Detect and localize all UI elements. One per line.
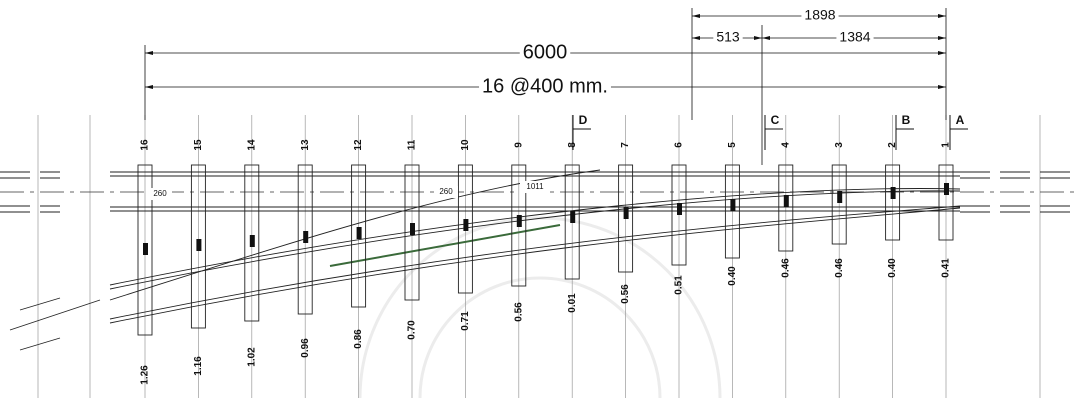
rail-stub <box>20 298 60 310</box>
fastening <box>357 227 362 239</box>
sleeper-number: 6 <box>674 142 685 148</box>
rail-stub <box>10 300 100 330</box>
offset-value: 0.70 <box>407 320 418 340</box>
sleeper-number: 16 <box>140 139 151 151</box>
sleeper-number: 12 <box>353 139 364 151</box>
offset-value: 0.40 <box>727 266 738 286</box>
offset-value: 0.86 <box>353 329 364 349</box>
offset-value: 0.56 <box>513 302 524 322</box>
offset-value: 0.51 <box>674 275 685 295</box>
fastening <box>143 243 148 255</box>
section-label: C <box>771 113 780 127</box>
sleeper-number: 3 <box>834 142 845 148</box>
note-label: 260 <box>153 189 167 198</box>
dimension-label: 1898 <box>804 7 835 23</box>
sleeper-number: 4 <box>780 142 791 148</box>
sleeper-number: 15 <box>193 139 204 151</box>
fastening <box>250 235 255 247</box>
dimension-label: 1384 <box>839 29 870 45</box>
dimension-label: 6000 <box>523 41 568 63</box>
fastening <box>624 207 629 219</box>
fastening <box>410 223 415 235</box>
turnout-drawing: 18985131384600016 @400 mm.DCBA161.26151.… <box>0 0 1080 398</box>
section-label: D <box>579 113 588 127</box>
fastening <box>196 239 201 251</box>
offset-value: 0.41 <box>941 258 952 278</box>
offset-value: 0.71 <box>460 311 471 331</box>
section-label: A <box>956 113 965 127</box>
fastening <box>570 211 575 223</box>
offset-value: 0.56 <box>620 284 631 304</box>
offset-value: 1.16 <box>193 356 204 376</box>
sleeper-number: 13 <box>300 139 311 151</box>
watermark <box>360 218 720 398</box>
offset-value: 0.96 <box>300 338 311 358</box>
sleeper-number: 10 <box>460 139 471 151</box>
sleeper-number: 2 <box>887 142 898 148</box>
sleeper-number: 9 <box>513 142 524 148</box>
note-label: 260 <box>439 187 453 196</box>
fastening <box>784 195 789 207</box>
fastening <box>837 191 842 203</box>
fastening <box>891 187 896 199</box>
offset-value: 0.01 <box>567 293 578 313</box>
sleeper-number: 11 <box>407 139 418 150</box>
offset-value: 0.46 <box>780 258 791 278</box>
offset-value: 1.26 <box>140 365 151 385</box>
fastening <box>730 199 735 211</box>
dimension-label: 513 <box>716 29 740 45</box>
offset-value: 1.02 <box>246 347 257 367</box>
offset-value: 0.40 <box>887 258 898 278</box>
sleeper-number: 7 <box>620 142 631 148</box>
note-label: 1011 <box>526 182 544 191</box>
sleeper-number: 8 <box>567 142 578 148</box>
fastening <box>677 203 682 215</box>
fastening <box>303 231 308 243</box>
section-label: B <box>902 113 911 127</box>
fastening <box>517 215 522 227</box>
fastening <box>944 183 949 195</box>
offset-value: 0.46 <box>834 258 845 278</box>
sleeper-number: 1 <box>941 142 952 148</box>
sleeper-number: 14 <box>246 139 257 151</box>
rail-stub <box>20 338 60 350</box>
dimension-label: 16 @400 mm. <box>482 75 608 97</box>
fastening <box>463 219 468 231</box>
sleeper-number: 5 <box>727 142 738 148</box>
